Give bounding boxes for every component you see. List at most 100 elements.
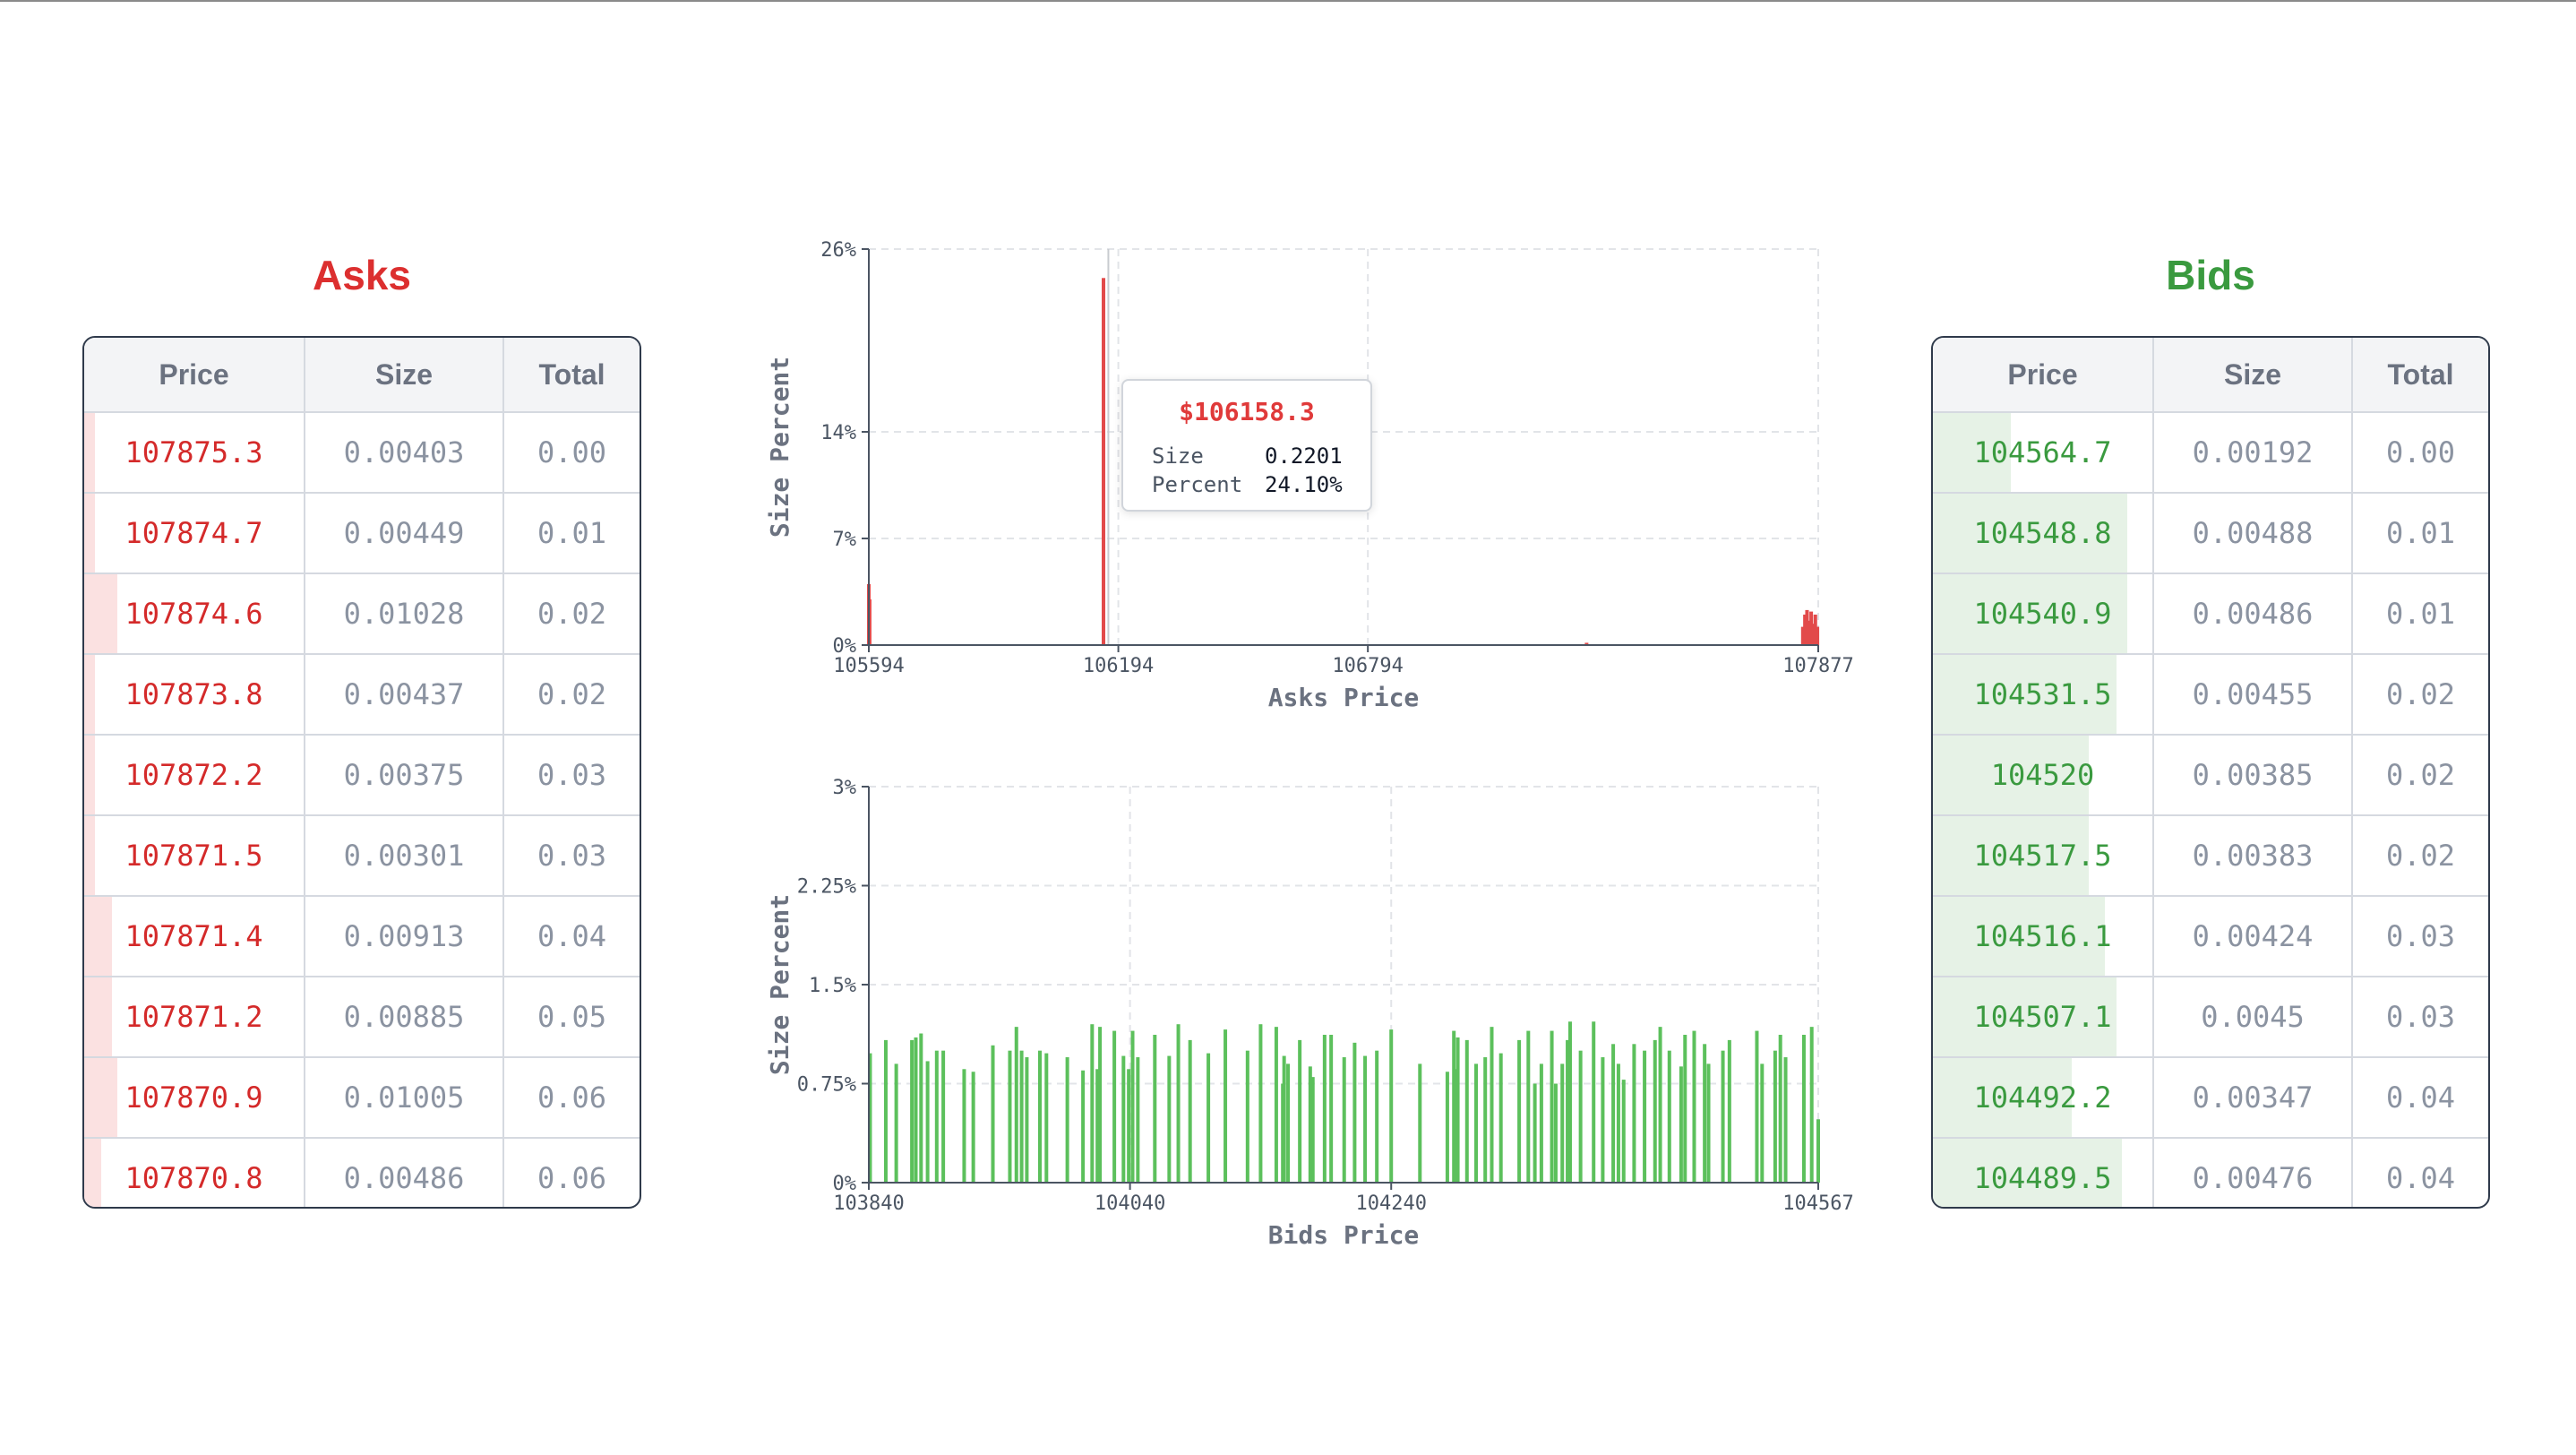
table-row[interactable]: 104516.1 0.00424 0.03 xyxy=(1933,896,2488,977)
asks-depth-bar xyxy=(84,816,95,895)
tooltip-size-label: Size xyxy=(1152,443,1204,469)
asks-price-value: 107870.9 xyxy=(125,1080,263,1115)
bids-total-value: 0.02 xyxy=(2385,677,2456,711)
bar xyxy=(1539,1063,1543,1183)
asks-price-value: 107874.6 xyxy=(125,597,263,631)
asks-total-cell: 0.05 xyxy=(503,977,640,1058)
bids-price-value: 104520 xyxy=(1990,758,2095,792)
asks-header-total[interactable]: Total xyxy=(503,338,640,413)
asks-price-cell: 107870.9 xyxy=(84,1057,305,1139)
table-row[interactable]: 107873.8 0.00437 0.02 xyxy=(84,654,640,736)
table-row[interactable]: 104540.9 0.00486 0.01 xyxy=(1933,573,2488,655)
bids-total-value: 0.00 xyxy=(2385,435,2456,469)
bar xyxy=(1453,1069,1457,1183)
bids-price-value: 104489.5 xyxy=(1973,1161,2112,1195)
bar xyxy=(1727,1039,1731,1183)
bar xyxy=(1643,1050,1647,1183)
bar xyxy=(1813,615,1817,645)
bids-price-cell: 104564.7 xyxy=(1933,412,2154,494)
bids-price-value: 104507.1 xyxy=(1973,1000,2112,1034)
table-row[interactable]: 104548.8 0.00488 0.01 xyxy=(1933,493,2488,574)
table-row[interactable]: 107871.4 0.00913 0.04 xyxy=(84,896,640,977)
table-row[interactable]: 104531.5 0.00455 0.02 xyxy=(1933,654,2488,736)
asks-depth-bar xyxy=(84,494,95,573)
table-row[interactable]: 104517.5 0.00383 0.02 xyxy=(1933,815,2488,897)
bids-depth-chart-svg[interactable]: 103840 104040 104240 104567 0% 0.75% 1.5% 2.25%… xyxy=(743,744,1863,1263)
bar xyxy=(1805,609,1809,645)
bar xyxy=(1245,1050,1249,1183)
bar xyxy=(1816,1119,1820,1183)
bids-size-cell: 0.00385 xyxy=(2153,735,2353,816)
bids-header-total[interactable]: Total xyxy=(2352,338,2488,413)
bids-total-value: 0.04 xyxy=(2385,1080,2456,1115)
bids-depth-chart[interactable]: 103840 104040 104240 104567 0% 0.75% 1.5% 2.25%… xyxy=(743,744,1863,1263)
table-row[interactable]: 107871.5 0.00301 0.03 xyxy=(84,815,640,897)
asks-header-size[interactable]: Size xyxy=(305,338,504,413)
asks-depth-bar xyxy=(84,736,95,814)
bar xyxy=(1008,1050,1012,1183)
bids-depth-bar xyxy=(1933,897,2105,976)
x-tick-label: 107877 xyxy=(1782,655,1853,677)
table-row[interactable]: 107874.7 0.00449 0.01 xyxy=(84,493,640,574)
bar xyxy=(1721,1050,1725,1183)
table-row[interactable]: 107875.3 0.00403 0.00 xyxy=(84,412,640,494)
top-border xyxy=(0,0,2576,2)
bids-header-size[interactable]: Size xyxy=(2153,338,2353,413)
asks-total-value: 0.04 xyxy=(537,919,607,953)
bar xyxy=(1153,1034,1157,1183)
table-row[interactable]: 107872.2 0.00375 0.03 xyxy=(84,735,640,816)
table-row[interactable]: 107870.9 0.01005 0.06 xyxy=(84,1057,640,1139)
table-row[interactable]: 107874.6 0.01028 0.02 xyxy=(84,573,640,655)
bids-price-value: 104564.7 xyxy=(1973,435,2112,469)
bids-depth-bar xyxy=(1933,655,2117,734)
y-tick-label: 2.25% xyxy=(797,876,856,899)
asks-size-cell: 0.01005 xyxy=(305,1057,504,1139)
asks-depth-bar xyxy=(84,977,112,1056)
asks-size-value: 0.00913 xyxy=(343,919,465,953)
asks-depth-chart[interactable]: 105594 106194 106794 107877 0% 7% 14% 26% Asks P… xyxy=(743,206,1863,726)
bids-header-price[interactable]: Price xyxy=(1933,338,2154,413)
bar xyxy=(1578,1050,1583,1183)
table-row[interactable]: 104492.2 0.00347 0.04 xyxy=(1933,1057,2488,1139)
bids-total-value: 0.02 xyxy=(2385,839,2456,873)
bids-size-cell: 0.00486 xyxy=(2153,573,2353,655)
asks-header-price[interactable]: Price xyxy=(84,338,305,413)
bar xyxy=(1526,1030,1531,1183)
asks-total-value: 0.03 xyxy=(537,839,607,873)
x-tick-label: 105594 xyxy=(833,655,904,677)
bids-size-value: 0.00192 xyxy=(2192,435,2314,469)
asks-price-value: 107871.5 xyxy=(125,839,263,873)
table-row[interactable]: 107871.2 0.00885 0.05 xyxy=(84,977,640,1058)
table-row[interactable]: 104507.1 0.0045 0.03 xyxy=(1933,977,2488,1058)
asks-total-value: 0.02 xyxy=(537,677,607,711)
x-tick-label: 103840 xyxy=(833,1192,904,1215)
bids-total-cell: 0.02 xyxy=(2352,654,2488,736)
table-row[interactable]: 104564.7 0.00192 0.00 xyxy=(1933,412,2488,494)
table-row[interactable]: 104489.5 0.00476 0.04 xyxy=(1933,1138,2488,1207)
bar xyxy=(1095,1069,1100,1183)
asks-total-cell: 0.03 xyxy=(503,815,640,897)
bids-size-value: 0.00383 xyxy=(2192,839,2314,873)
tooltip-percent-label: Percent xyxy=(1152,472,1243,497)
asks-price-value: 107873.8 xyxy=(125,677,263,711)
bar xyxy=(1342,1057,1346,1183)
asks-header-row: Price Size Total xyxy=(84,338,640,413)
asks-total-cell: 0.01 xyxy=(503,493,640,574)
bids-price-value: 104548.8 xyxy=(1973,516,2112,550)
asks-size-cell: 0.00885 xyxy=(305,977,504,1058)
table-row[interactable]: 107870.8 0.00486 0.06 xyxy=(84,1138,640,1207)
bids-depth-bar xyxy=(1933,816,2089,895)
bids-size-value: 0.00347 xyxy=(2192,1080,2314,1115)
asks-total-value: 0.03 xyxy=(537,758,607,792)
bids-price-value: 104531.5 xyxy=(1973,677,2112,711)
bar xyxy=(1274,1027,1278,1183)
asks-depth-chart-svg[interactable]: 105594 106194 106794 107877 0% 7% 14% 26% Asks P… xyxy=(743,206,1863,726)
y-axis-title: Size Percent xyxy=(765,894,794,1075)
table-row[interactable]: 104520 0.00385 0.02 xyxy=(1933,735,2488,816)
bar xyxy=(1801,1034,1806,1183)
bids-total-value: 0.02 xyxy=(2385,758,2456,792)
bar xyxy=(1224,1029,1228,1183)
bids-price-cell: 104540.9 xyxy=(1933,573,2154,655)
bar xyxy=(1566,1039,1570,1183)
bar xyxy=(1692,1030,1696,1183)
